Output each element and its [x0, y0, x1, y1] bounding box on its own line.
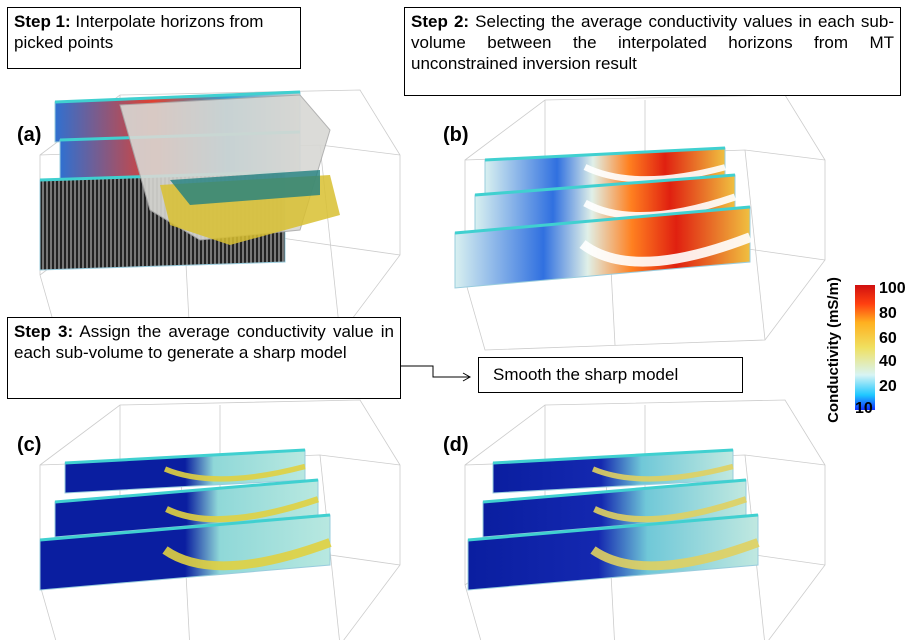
panel-label: (a)	[17, 124, 41, 147]
colorbar-tick: 10	[855, 400, 873, 418]
panel-label: (c)	[17, 434, 41, 457]
panel-label: (d)	[443, 434, 469, 457]
colorbar-tick: 40	[879, 353, 897, 371]
colorbar-tick: 80	[879, 305, 897, 323]
step-2-box: Step 2: Selecting the average conductivi…	[404, 7, 901, 96]
step-label: Step 3:	[14, 322, 73, 341]
step-3-box: Step 3: Assign the average conductivity …	[7, 317, 401, 399]
step-label: Step 2:	[411, 12, 469, 31]
arrow	[400, 366, 470, 377]
colorbar-tick: 100	[879, 280, 906, 298]
step-text: Selecting the average conductivity value…	[411, 12, 894, 73]
colorbar	[855, 285, 875, 410]
smooth-box: Smooth the sharp model	[478, 357, 743, 393]
figure: Step 1: Interpolate horizons from picked…	[0, 0, 909, 640]
colorbar-tick: 20	[879, 378, 897, 396]
colorbar-tick: 60	[879, 330, 897, 348]
panel-label: (b)	[443, 124, 469, 147]
step-1-box: Step 1: Interpolate horizons from picked…	[7, 7, 301, 69]
colorbar-title: Conductivity (mS/m)	[825, 275, 842, 425]
step-label: Step 1:	[14, 12, 71, 31]
